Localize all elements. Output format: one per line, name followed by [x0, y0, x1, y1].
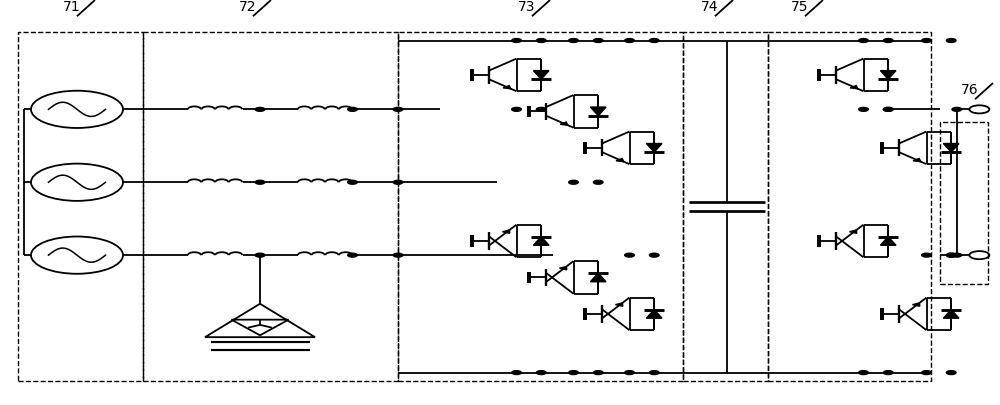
Circle shape — [348, 180, 357, 184]
Text: 76: 76 — [961, 83, 979, 97]
Text: 74: 74 — [701, 0, 719, 14]
Circle shape — [922, 38, 931, 43]
Polygon shape — [943, 143, 959, 152]
Circle shape — [393, 253, 403, 257]
Circle shape — [859, 107, 868, 111]
Bar — [768, 32, 931, 381]
Text: 75: 75 — [791, 0, 809, 14]
Circle shape — [946, 253, 956, 257]
Circle shape — [512, 38, 521, 43]
Polygon shape — [616, 158, 624, 162]
Circle shape — [625, 371, 634, 375]
Circle shape — [255, 253, 265, 257]
Polygon shape — [533, 237, 549, 245]
Circle shape — [649, 253, 659, 257]
Circle shape — [883, 107, 893, 111]
Circle shape — [255, 107, 265, 111]
Polygon shape — [590, 273, 606, 282]
Polygon shape — [646, 143, 662, 152]
Circle shape — [393, 180, 403, 184]
Circle shape — [883, 38, 893, 43]
Circle shape — [348, 253, 357, 257]
Text: 73: 73 — [518, 0, 536, 14]
Circle shape — [393, 107, 403, 111]
Polygon shape — [502, 230, 510, 233]
Circle shape — [859, 38, 868, 43]
Circle shape — [625, 38, 634, 43]
Circle shape — [922, 371, 931, 375]
Polygon shape — [560, 122, 568, 125]
Circle shape — [512, 371, 521, 375]
Bar — [398, 32, 683, 381]
Bar — [143, 32, 398, 381]
Polygon shape — [880, 70, 896, 79]
Circle shape — [649, 371, 659, 375]
Circle shape — [922, 253, 931, 257]
Circle shape — [649, 38, 659, 43]
Bar — [940, 122, 988, 284]
Circle shape — [593, 180, 603, 184]
Polygon shape — [646, 309, 662, 318]
Polygon shape — [880, 237, 896, 245]
Circle shape — [952, 253, 962, 257]
Polygon shape — [559, 266, 567, 270]
Circle shape — [859, 371, 868, 375]
Circle shape — [593, 38, 603, 43]
Polygon shape — [590, 107, 606, 116]
Circle shape — [569, 38, 578, 43]
Bar — [683, 32, 768, 381]
Circle shape — [512, 107, 521, 111]
Circle shape — [569, 180, 578, 184]
Circle shape — [348, 107, 357, 111]
Circle shape — [536, 371, 546, 375]
Text: 72: 72 — [239, 0, 257, 14]
Circle shape — [593, 371, 603, 375]
Circle shape — [952, 107, 962, 111]
Circle shape — [536, 107, 546, 111]
Polygon shape — [615, 303, 623, 306]
Polygon shape — [533, 70, 549, 79]
Polygon shape — [912, 303, 920, 306]
Circle shape — [883, 371, 893, 375]
Circle shape — [946, 253, 956, 257]
Polygon shape — [849, 230, 857, 233]
Polygon shape — [943, 309, 959, 318]
Circle shape — [946, 371, 956, 375]
Circle shape — [946, 38, 956, 43]
Circle shape — [883, 107, 893, 111]
Polygon shape — [850, 85, 858, 89]
Circle shape — [536, 38, 546, 43]
Circle shape — [569, 371, 578, 375]
Bar — [18, 32, 143, 381]
Circle shape — [625, 253, 634, 257]
Polygon shape — [503, 85, 511, 89]
Circle shape — [255, 180, 265, 184]
Text: 71: 71 — [63, 0, 81, 14]
Polygon shape — [913, 158, 921, 162]
